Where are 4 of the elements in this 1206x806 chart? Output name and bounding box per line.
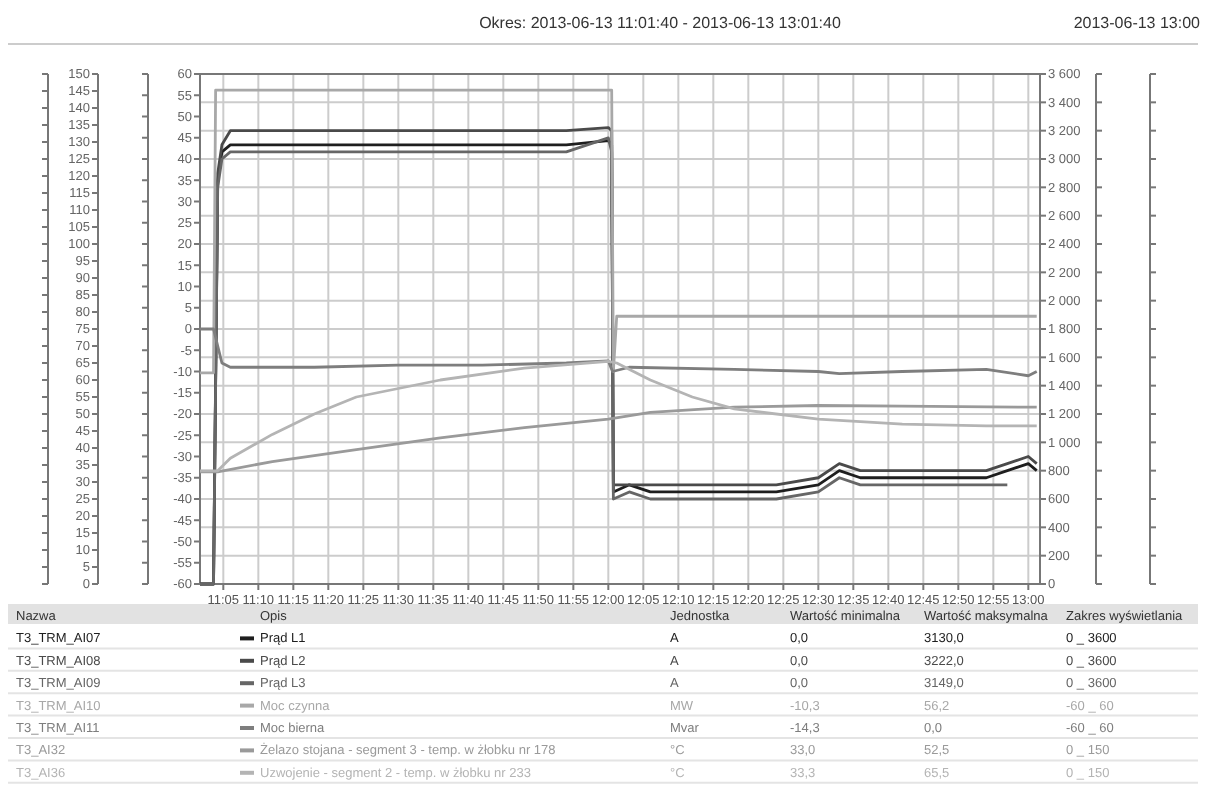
- line-series: [198, 327, 1039, 378]
- chart-title: Okres: 2013-06-13 11:01:40 - 2013-06-13 13:01:40: [479, 14, 842, 32]
- text: 2013-06-13 13:00: [1073, 14, 1202, 32]
- line-series: [198, 404, 1039, 474]
